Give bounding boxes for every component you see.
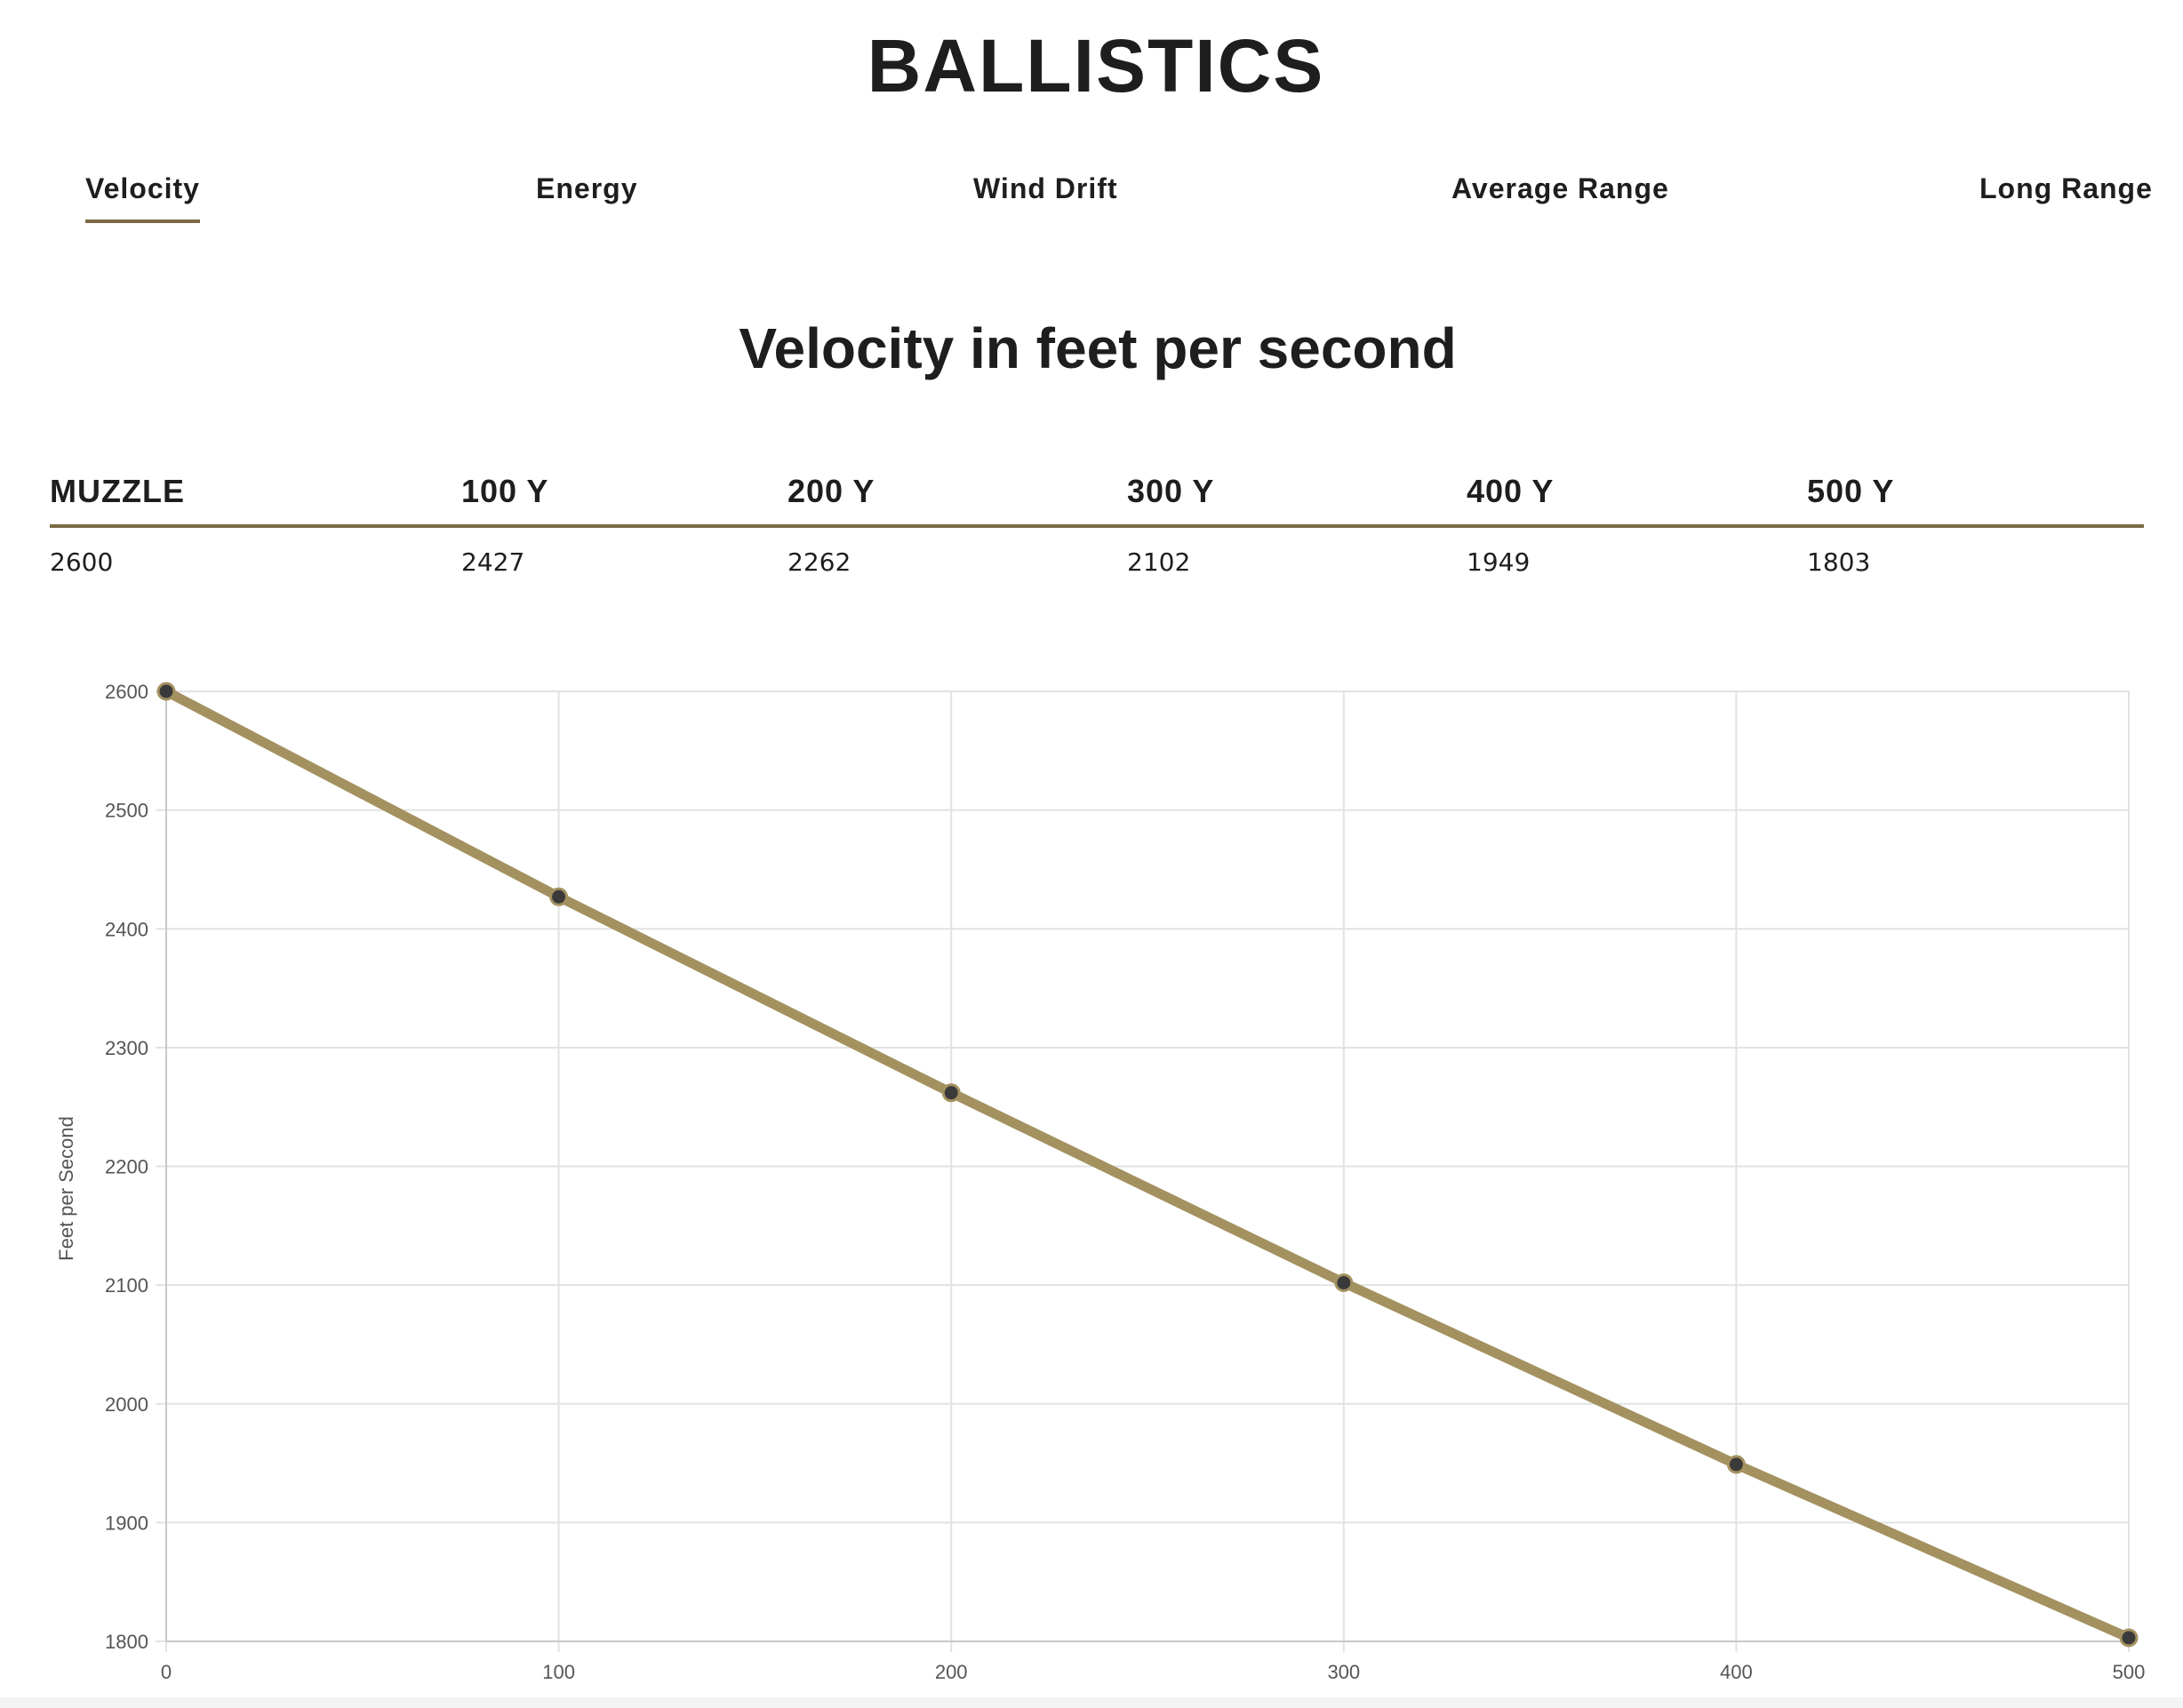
series-line: [161, 686, 2134, 1643]
chart-series: [156, 682, 2139, 1648]
data-point: [941, 1083, 961, 1103]
y-tick-label: 2200: [105, 1156, 148, 1178]
x-tick-label: 200: [935, 1661, 968, 1683]
tab-long-range[interactable]: Long Range: [1979, 172, 2153, 204]
data-point: [2119, 1628, 2139, 1648]
x-tick-label: 100: [542, 1661, 575, 1683]
data-point: [549, 887, 569, 906]
table-header-200y: 200 Y: [788, 473, 876, 509]
y-tick-label: 1800: [105, 1631, 148, 1653]
tab-energy[interactable]: Energy: [536, 172, 638, 204]
table-header-100y: 100 Y: [461, 473, 549, 509]
table-header-300y: 300 Y: [1127, 473, 1215, 509]
data-point: [1334, 1273, 1354, 1292]
table-cell-muzzle: 2600: [50, 547, 114, 577]
y-axis-title: Feet per Second: [55, 1116, 77, 1261]
table-cell-100y: 2427: [461, 547, 525, 577]
data-point: [1726, 1455, 1746, 1474]
table-header-400y: 400 Y: [1467, 473, 1555, 509]
table-cell-300y: 2102: [1127, 547, 1191, 577]
data-point: [156, 682, 176, 701]
table-header-muzzle: MUZZLE: [50, 473, 185, 509]
table-cell-400y: 1949: [1467, 547, 1531, 577]
table-header-row: MUZZLE 100 Y 200 Y 300 Y 400 Y 500 Y: [50, 462, 2144, 528]
table-header-500y: 500 Y: [1807, 473, 1895, 509]
bottom-edge: [0, 1697, 2183, 1708]
tab-average-range[interactable]: Average Range: [1451, 172, 1669, 204]
chart-labels: 1800 1900 2000 2100 2200 2300 2400 2500 2600 0 100…: [55, 681, 2145, 1708]
y-tick-label: 2500: [105, 800, 148, 822]
section-title: Velocity in feet per second: [739, 316, 1457, 380]
y-tick-label: 1900: [105, 1512, 148, 1534]
x-tick-label: 0: [161, 1661, 172, 1683]
x-tick-label: 400: [1720, 1661, 1753, 1683]
y-tick-label: 2300: [105, 1037, 148, 1059]
velocity-chart-svg: 1800 1900 2000 2100 2200 2300 2400 2500 2600 0 100…: [55, 681, 2145, 1708]
chart-axes: [165, 691, 2129, 1642]
y-tick-label: 2000: [105, 1393, 148, 1416]
table-cell-500y: 1803: [1807, 547, 1871, 577]
ballistics-tabs: Velocity Energy Wind Drift Average Range…: [0, 160, 2183, 231]
velocity-table: MUZZLE 100 Y 200 Y 300 Y 400 Y 500 Y 260…: [50, 462, 2144, 599]
y-tick-label: 2600: [105, 681, 148, 703]
tab-wind-drift[interactable]: Wind Drift: [973, 172, 1118, 204]
y-tick-label: 2100: [105, 1274, 148, 1297]
y-tick-label: 2400: [105, 918, 148, 940]
x-tick-label: 300: [1327, 1661, 1360, 1683]
chart-grid: [156, 690, 2130, 1652]
table-row: 2600 2427 2262 2102 1949 1803: [50, 528, 2144, 599]
table-cell-200y: 2262: [788, 547, 852, 577]
velocity-chart: 1800 1900 2000 2100 2200 2300 2400 2500 2600 0 100…: [0, 622, 2183, 1708]
page-title: BALLISTICS: [867, 24, 1325, 108]
tab-velocity[interactable]: Velocity: [85, 160, 200, 223]
x-tick-label: 500: [2113, 1661, 2146, 1683]
